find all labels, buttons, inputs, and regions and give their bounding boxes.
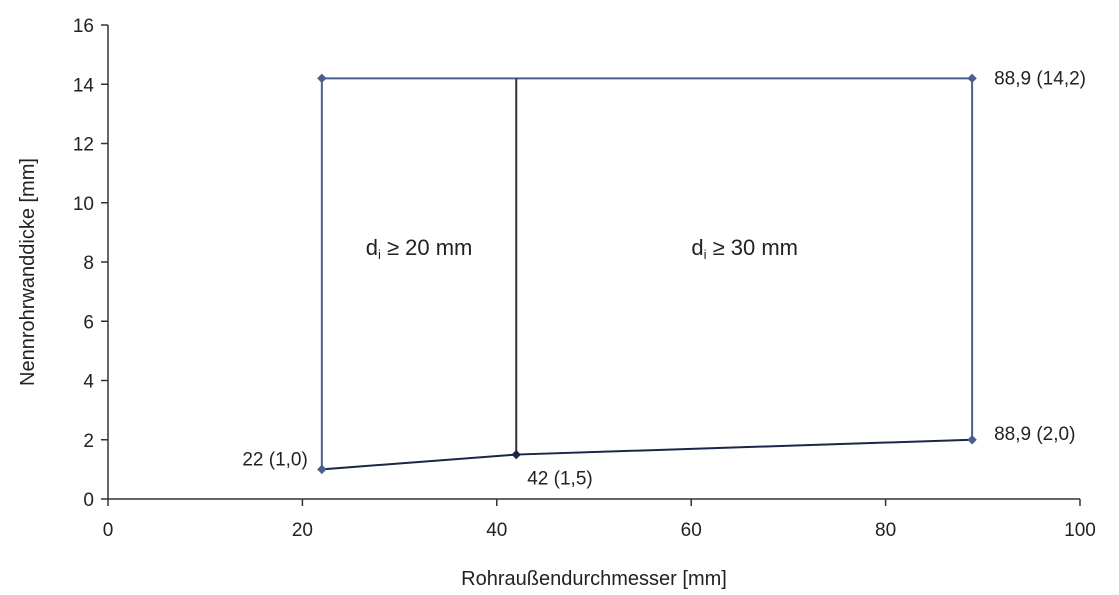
data-point-marker [967, 73, 977, 84]
point-annotation: 42 (1,5) [527, 469, 592, 490]
y-tick-label: 2 [83, 431, 94, 452]
data-point-marker [317, 464, 327, 475]
x-tick-label: 0 [103, 520, 114, 541]
x-axis-title: Rohraußendurchmesser [mm] [461, 568, 727, 590]
x-tick-label: 40 [486, 520, 507, 541]
region-label: di ≥ 30 mm [691, 235, 798, 262]
data-point-marker [967, 435, 977, 445]
x-tick-label: 60 [681, 520, 702, 541]
series-line-1 [321, 438, 973, 471]
point-annotation: 22 (1,0) [242, 449, 307, 470]
series-line-0 [320, 77, 974, 470]
data-point-marker [511, 449, 521, 460]
y-tick-label: 8 [83, 253, 94, 274]
x-tick-label: 20 [292, 520, 313, 541]
y-tick-label: 14 [73, 75, 95, 96]
markers-group [317, 73, 977, 475]
y-tick-label: 4 [83, 372, 94, 393]
point-annotation: 88,9 (14,2) [994, 68, 1086, 89]
y-tick-label: 6 [83, 312, 94, 333]
point-annotation: 88,9 (2,0) [994, 424, 1075, 445]
series-group [320, 77, 974, 471]
x-tick-label: 80 [875, 520, 896, 541]
y-tick-label: 0 [83, 490, 94, 511]
y-tick-label: 12 [73, 135, 94, 156]
labels-group: 88,9 (14,2) 22 (1,0) 42 (1,5) 88,9 (2,0) di … [242, 68, 1086, 489]
axes: 0 2 4 6 8 10 12 14 16 0 20 40 60 80 100 Rohraußendurchm… [17, 16, 1096, 590]
y-tick-label: 16 [73, 16, 94, 37]
y-axis-title: Nennrohrwanddicke [mm] [17, 158, 39, 386]
x-tick-label: 100 [1064, 520, 1096, 541]
data-point-marker [317, 73, 327, 84]
region-label: di ≥ 20 mm [366, 235, 473, 262]
y-tick-label: 10 [73, 194, 94, 215]
